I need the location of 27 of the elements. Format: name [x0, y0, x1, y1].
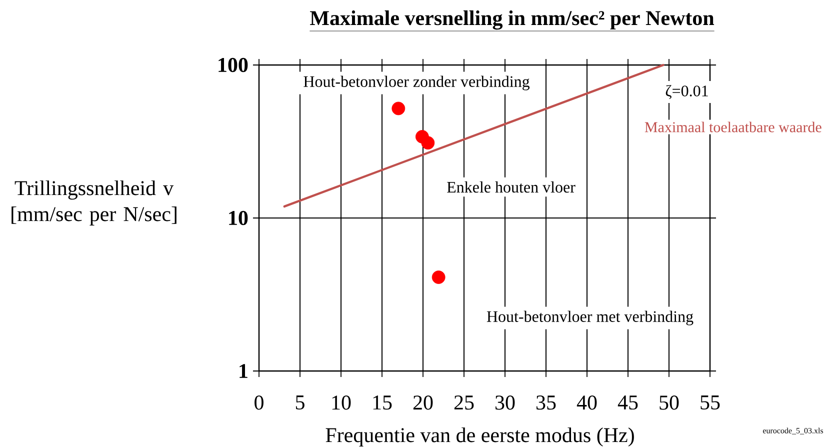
- x-tick-label: 25: [454, 396, 474, 410]
- y-axis-title: Trillingssnelheid v [mm/sec per N/sec]: [12, 180, 176, 226]
- point: [392, 102, 406, 116]
- x-tick-label: 30: [496, 396, 515, 410]
- point: [432, 270, 446, 284]
- x-axis-title: Frequentie van de eerste modus (Hz): [326, 427, 634, 447]
- annotation: ζ=0.01: [666, 84, 708, 100]
- annotation: Enkele houten vloer: [447, 181, 576, 193]
- point: [421, 136, 435, 150]
- y-tick-label: 10: [229, 210, 248, 226]
- y-tick-label: 1: [240, 364, 248, 378]
- x-tick-label: 0: [254, 396, 264, 410]
- text: eurocode_5_03.xls: [762, 428, 824, 434]
- x-tick-label: 40: [576, 396, 597, 410]
- x-tick-label: 45: [618, 396, 638, 410]
- y-tick-label: 100: [218, 58, 248, 72]
- chart-title: Maximale versnelling in mm/sec² per Newton: [310, 10, 714, 30]
- x-tick-label: 15: [373, 396, 392, 410]
- x-tick-label: 50: [660, 396, 679, 410]
- annotation: Hout-betonvloer met verbinding: [486, 310, 694, 326]
- x-tick-label: 10: [332, 396, 351, 410]
- x-tick-label: 5: [296, 396, 304, 410]
- annotation: Hout-betonvloer zonder verbinding: [304, 76, 530, 90]
- x-tick-label: 35: [536, 396, 556, 410]
- text: Maximaal toelaatbare waarde: [644, 122, 822, 132]
- x-tick-label: 55: [700, 396, 720, 410]
- x-tick-label: 20: [413, 396, 433, 410]
